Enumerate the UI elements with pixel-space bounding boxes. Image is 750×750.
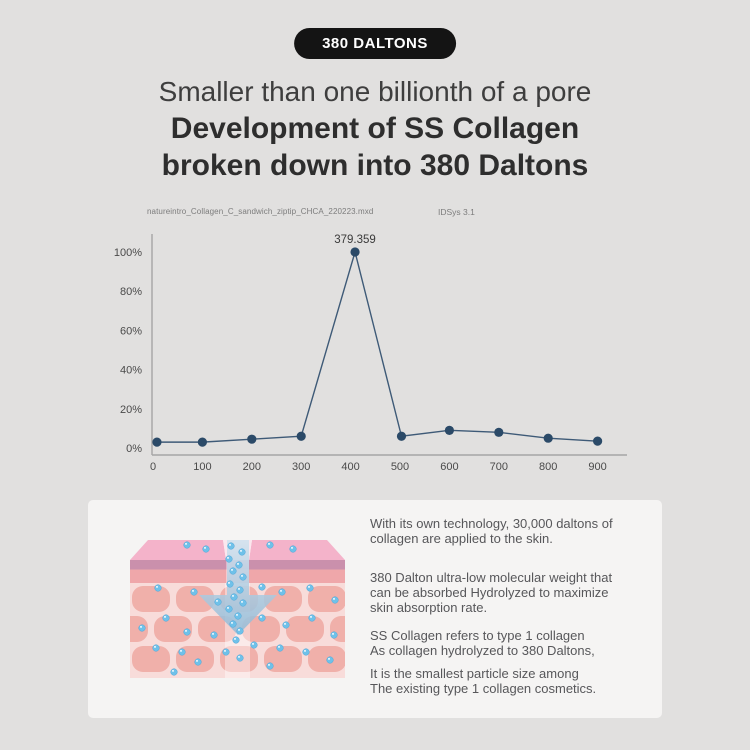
info-card: With its own technology, 30,000 daltons … [88,500,662,718]
chart-panel: 0% 20% 40% 60% 80% 100% 0 100 200 300 400 500 600 700… [90,228,650,480]
skin-illustration [130,540,345,678]
svg-text:800: 800 [539,461,557,473]
svg-text:700: 700 [490,461,508,473]
svg-text:300: 300 [292,461,310,473]
collagen-droplets [138,541,339,676]
chart-filename-label: natureintro_Collagen_C_sandwich_ziptip_C… [147,207,374,216]
chart-software-label: IDSys 3.1 [438,207,475,217]
svg-text:20%: 20% [120,404,142,416]
svg-text:400: 400 [341,461,359,473]
svg-text:60%: 60% [120,325,142,337]
line-chart: 0% 20% 40% 60% 80% 100% 0 100 200 300 400 500 600 700… [114,234,627,473]
subtitle: Smaller than one billionth of a pore [158,76,592,107]
skin-cells [130,586,345,672]
svg-text:500: 500 [391,461,409,473]
svg-text:200: 200 [243,461,261,473]
skin-top-face-left [130,540,226,560]
svg-text:0: 0 [150,461,156,473]
svg-text:40%: 40% [120,365,142,377]
page-title: Development of SS Collagen broken down i… [0,110,750,184]
svg-text:100%: 100% [114,247,142,259]
info-paragraph-4: It is the smallest particle size among T… [370,666,597,696]
info-paragraph-1: With its own technology, 30,000 daltons … [370,516,613,546]
daltons-badge: 380 DALTONS [294,28,456,59]
title-line-1: Development of SS Collagen [170,112,580,145]
skin-top-face-right [249,540,345,560]
info-paragraph-3: SS Collagen refers to type 1 collagen As… [370,628,595,658]
svg-text:80%: 80% [120,286,142,298]
svg-text:600: 600 [440,461,458,473]
svg-text:900: 900 [588,461,606,473]
svg-text:379.359: 379.359 [334,234,376,246]
svg-text:0%: 0% [126,443,142,455]
info-paragraph-2: 380 Dalton ultra-low molecular weight th… [370,570,613,615]
title-line-2: broken down into 380 Daltons [161,149,589,182]
svg-text:100: 100 [193,461,211,473]
